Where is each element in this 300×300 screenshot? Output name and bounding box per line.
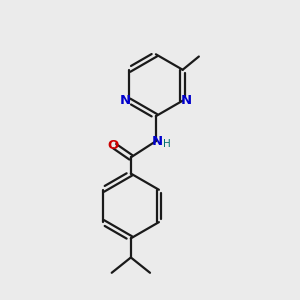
Text: O: O (108, 139, 119, 152)
Text: N: N (152, 135, 163, 148)
Text: N: N (181, 94, 192, 107)
Text: N: N (120, 94, 131, 107)
Text: H: H (163, 139, 171, 148)
